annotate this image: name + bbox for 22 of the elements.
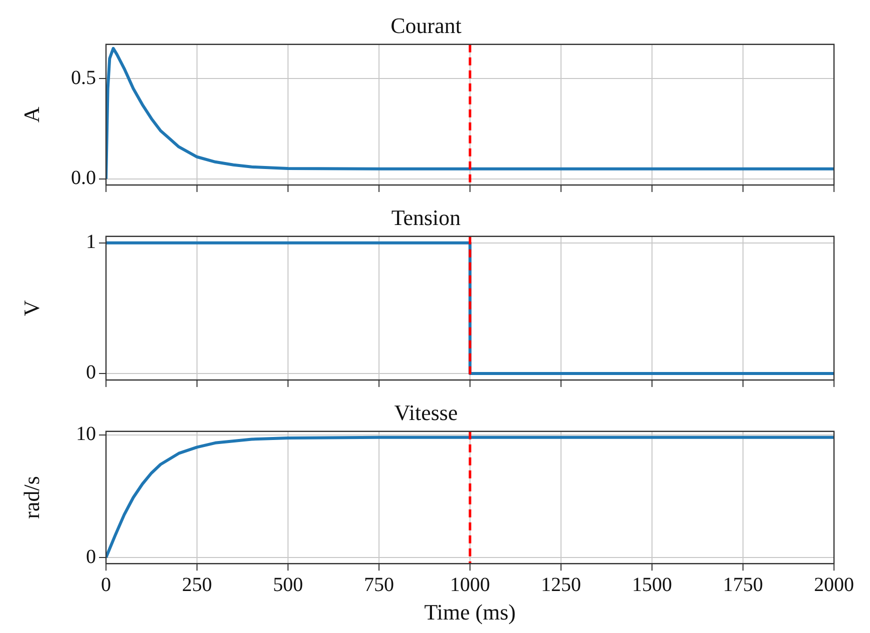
y-axis-title: rad/s bbox=[18, 476, 44, 519]
y-tick-label: 1 bbox=[86, 231, 96, 254]
chart-title: Tension bbox=[391, 204, 461, 230]
x-tick-label: 250 bbox=[182, 574, 212, 596]
x-tick-label: 1500 bbox=[632, 574, 672, 596]
y-axis-title: V bbox=[18, 300, 44, 316]
x-tick-label: 0 bbox=[101, 574, 111, 596]
x-tick-label: 1750 bbox=[723, 574, 763, 596]
chart-title: Courant bbox=[390, 12, 462, 38]
y-tick-label: 0.5 bbox=[71, 66, 96, 89]
y-axis-title: A bbox=[18, 106, 44, 123]
y-tick-label: 0 bbox=[86, 362, 96, 384]
y-tick-label: 0.0 bbox=[71, 167, 96, 190]
x-tick-label: 750 bbox=[364, 574, 394, 596]
y-tick-label: 0 bbox=[86, 546, 96, 568]
x-tick-label: 500 bbox=[273, 574, 303, 596]
x-tick-label: 2000 bbox=[814, 574, 854, 596]
x-tick-label: 1250 bbox=[541, 574, 581, 596]
x-tick-label: 1000 bbox=[450, 574, 490, 596]
y-tick-label: 10 bbox=[76, 423, 96, 446]
chart-title: Vitesse bbox=[394, 400, 458, 425]
x-axis-title: Time (ms) bbox=[424, 600, 516, 625]
